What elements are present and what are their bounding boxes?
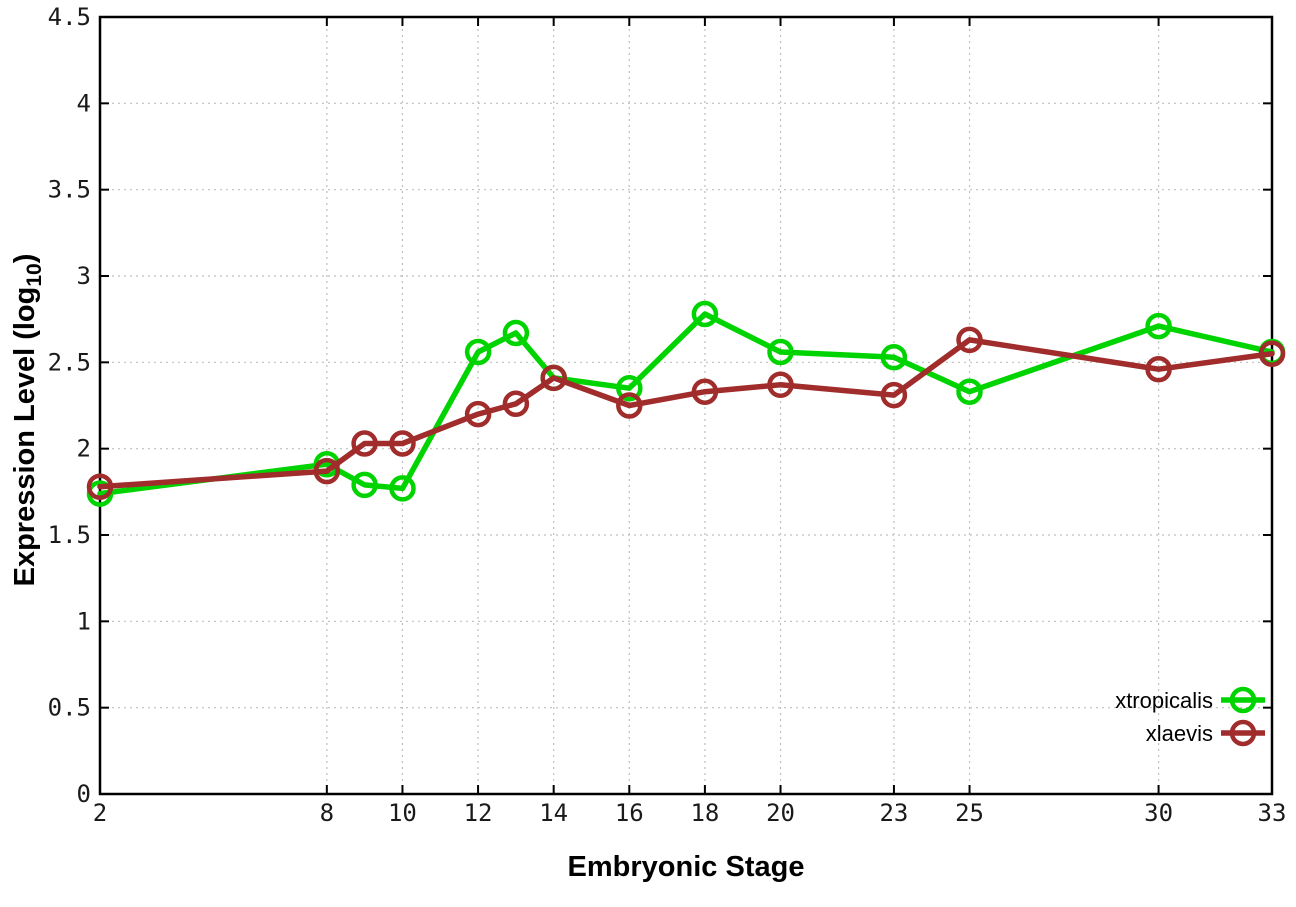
marker-xlaevis-stage-9 <box>351 430 378 457</box>
marker-xlaevis-stage-12 <box>464 400 492 428</box>
marker-xtropicalis-stage-13 <box>502 319 530 347</box>
x-tick-label-8: 8 <box>320 799 334 827</box>
legend-label-xtropicalis: xtropicalis <box>1115 688 1213 713</box>
marker-xtropicalis-stage-16 <box>616 374 643 402</box>
y-tick-label-3: 3 <box>77 262 91 290</box>
legend-marker-xtropicalis-icon <box>1229 686 1257 714</box>
series-layer <box>86 300 1286 507</box>
y-tick-label-0: 0 <box>77 780 91 808</box>
y-axis-title-main: Expression Level (log <box>9 287 41 587</box>
marker-xlaevis-stage-18 <box>691 378 719 405</box>
grid-layer <box>100 17 1272 794</box>
marker-xlaevis-stage-30 <box>1145 355 1172 383</box>
marker-xtropicalis-stage-9 <box>351 471 378 499</box>
legend-item-xtropicalis: xtropicalis <box>1115 686 1265 714</box>
marker-xlaevis-stage-14 <box>540 364 567 392</box>
legend: xtropicalis xlaevis <box>1115 686 1265 747</box>
y-tick-label-2.5: 2.5 <box>48 348 91 376</box>
marker-xtropicalis-stage-10 <box>389 475 416 502</box>
y-tick-label-1.5: 1.5 <box>48 521 91 549</box>
x-tick-label-10: 10 <box>388 799 417 827</box>
x-tick-label-16: 16 <box>615 799 644 827</box>
y-axis-title: Expression Level (log10) <box>9 254 46 587</box>
marker-xlaevis-stage-23 <box>880 381 908 409</box>
marker-xlaevis-stage-2 <box>86 473 114 500</box>
marker-xlaevis-stage-16 <box>616 392 643 419</box>
marker-xtropicalis-stage-12 <box>464 338 492 366</box>
marker-xlaevis-stage-8 <box>313 457 341 485</box>
legend-item-xlaevis: xlaevis <box>1146 719 1265 747</box>
marker-xtropicalis-stage-30 <box>1145 312 1172 340</box>
x-axis-title: Embryonic Stage <box>568 851 805 883</box>
x-tick-label-2: 2 <box>93 799 107 827</box>
y-tick-label-4: 4 <box>77 89 91 117</box>
legend-label-xlaevis: xlaevis <box>1146 721 1213 746</box>
plot-border <box>98 15 1274 796</box>
legend-marker-xlaevis-icon <box>1229 719 1257 747</box>
x-tick-label-25: 25 <box>955 799 984 827</box>
marker-xtropicalis-stage-23 <box>880 343 908 371</box>
tick-label-layer: 2 8 10 12 14 16 18 20 23 25 30 33 0 0.5 1 1.5 2 2.5 3 3.5 4 4… <box>48 3 1287 827</box>
marker-xlaevis-stage-33 <box>1258 340 1286 367</box>
marker-xtropicalis-stage-20 <box>767 338 794 366</box>
marker-xlaevis-stage-20 <box>767 371 794 399</box>
y-tick-label-3.5: 3.5 <box>48 176 91 204</box>
marker-xlaevis-stage-10 <box>389 430 416 457</box>
x-tick-label-33: 33 <box>1258 799 1287 827</box>
x-tick-label-12: 12 <box>464 799 493 827</box>
y-tick-label-4.5: 4.5 <box>48 3 91 31</box>
x-tick-label-14: 14 <box>539 799 568 827</box>
y-tick-label-0.5: 0.5 <box>48 694 91 722</box>
series-line-xlaevis <box>97 337 1275 490</box>
marker-xlaevis-stage-25 <box>956 326 983 354</box>
y-axis-title-close: ) <box>9 254 41 264</box>
y-tick-label-2: 2 <box>77 435 91 463</box>
y-tick-label-1: 1 <box>77 607 91 635</box>
marker-xlaevis-stage-13 <box>502 390 530 418</box>
tick-marks-layer <box>99 16 1273 795</box>
x-tick-label-23: 23 <box>879 799 908 827</box>
series-line-xtropicalis <box>97 311 1275 497</box>
x-tick-label-20: 20 <box>766 799 795 827</box>
x-tick-label-18: 18 <box>690 799 719 827</box>
marker-xtropicalis-stage-18 <box>691 300 719 328</box>
y-axis-title-subscript: 10 <box>23 263 46 286</box>
x-tick-label-30: 30 <box>1144 799 1173 827</box>
marker-xtropicalis-stage-25 <box>956 378 983 405</box>
